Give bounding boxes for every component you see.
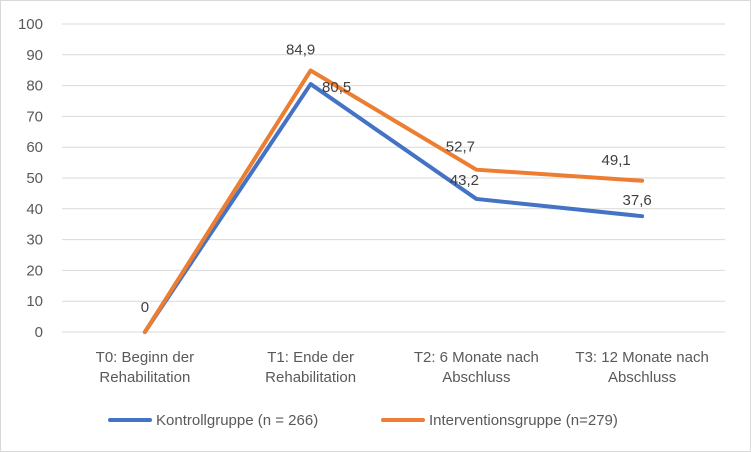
- y-tick-label: 70: [26, 108, 43, 125]
- data-label: 80,5: [322, 79, 351, 96]
- y-tick-label: 20: [26, 262, 43, 279]
- legend-label: Interventionsgruppe (n=279): [429, 412, 618, 429]
- data-label: 52,7: [446, 139, 475, 156]
- data-label: 84,9: [286, 42, 315, 59]
- y-tick-label: 10: [26, 293, 43, 310]
- y-tick-label: 30: [26, 232, 43, 249]
- y-tick-label: 40: [26, 201, 43, 218]
- x-tick-label: T1: Ende der Rehabilitation: [265, 349, 356, 386]
- series-line-2: [142, 68, 645, 334]
- y-tick-label: 90: [26, 47, 43, 64]
- x-tick-label: T2: 6 Monate nach Abschluss: [414, 349, 539, 386]
- data-label: 37,6: [623, 192, 652, 209]
- data-label: 49,1: [602, 152, 631, 169]
- x-tick-label: T3: 12 Monate nach Abschluss: [575, 349, 708, 386]
- y-tick-label: 50: [26, 170, 43, 187]
- data-label: 43,2: [450, 172, 479, 189]
- y-tick-label: 80: [26, 78, 43, 95]
- y-tick-label: 0: [35, 324, 43, 341]
- legend-label: Kontrollgruppe (n = 266): [156, 412, 318, 429]
- y-tick-label: 60: [26, 139, 43, 156]
- y-tick-label: 100: [18, 16, 43, 33]
- series-line-1: [142, 82, 645, 334]
- x-tick-label: T0: Beginn der Rehabilitation: [96, 349, 194, 386]
- data-label: 0: [141, 299, 149, 316]
